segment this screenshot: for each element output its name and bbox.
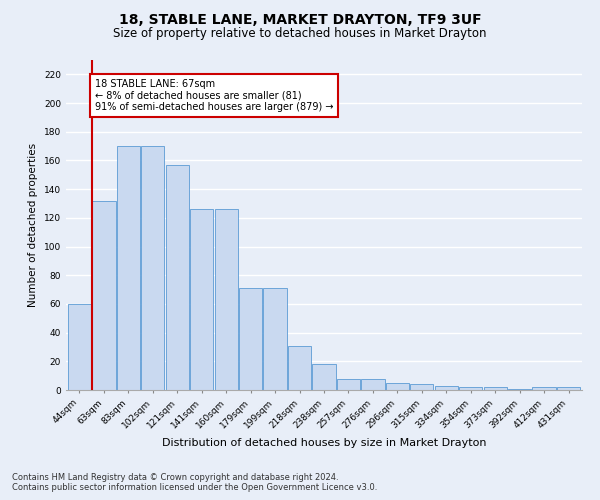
- Bar: [532, 387, 556, 390]
- Text: Contains public sector information licensed under the Open Government Licence v3: Contains public sector information licen…: [12, 484, 377, 492]
- Bar: [141, 146, 164, 390]
- Text: Size of property relative to detached houses in Market Drayton: Size of property relative to detached ho…: [113, 28, 487, 40]
- Bar: [313, 364, 335, 390]
- Text: 18, STABLE LANE, MARKET DRAYTON, TF9 3UF: 18, STABLE LANE, MARKET DRAYTON, TF9 3UF: [119, 12, 481, 26]
- Bar: [263, 288, 287, 390]
- X-axis label: Distribution of detached houses by size in Market Drayton: Distribution of detached houses by size …: [162, 438, 486, 448]
- Bar: [508, 388, 531, 390]
- Text: 18 STABLE LANE: 67sqm
← 8% of detached houses are smaller (81)
91% of semi-detac: 18 STABLE LANE: 67sqm ← 8% of detached h…: [95, 78, 333, 112]
- Bar: [434, 386, 458, 390]
- Bar: [386, 383, 409, 390]
- Bar: [337, 378, 360, 390]
- Bar: [166, 164, 189, 390]
- Bar: [459, 387, 482, 390]
- Bar: [239, 288, 262, 390]
- Text: Contains HM Land Registry data © Crown copyright and database right 2024.: Contains HM Land Registry data © Crown c…: [12, 474, 338, 482]
- Bar: [484, 387, 507, 390]
- Bar: [190, 209, 214, 390]
- Bar: [557, 387, 580, 390]
- Bar: [288, 346, 311, 390]
- Bar: [92, 200, 116, 390]
- Bar: [215, 209, 238, 390]
- Bar: [68, 304, 91, 390]
- Y-axis label: Number of detached properties: Number of detached properties: [28, 143, 38, 307]
- Bar: [410, 384, 433, 390]
- Bar: [361, 378, 385, 390]
- Bar: [117, 146, 140, 390]
